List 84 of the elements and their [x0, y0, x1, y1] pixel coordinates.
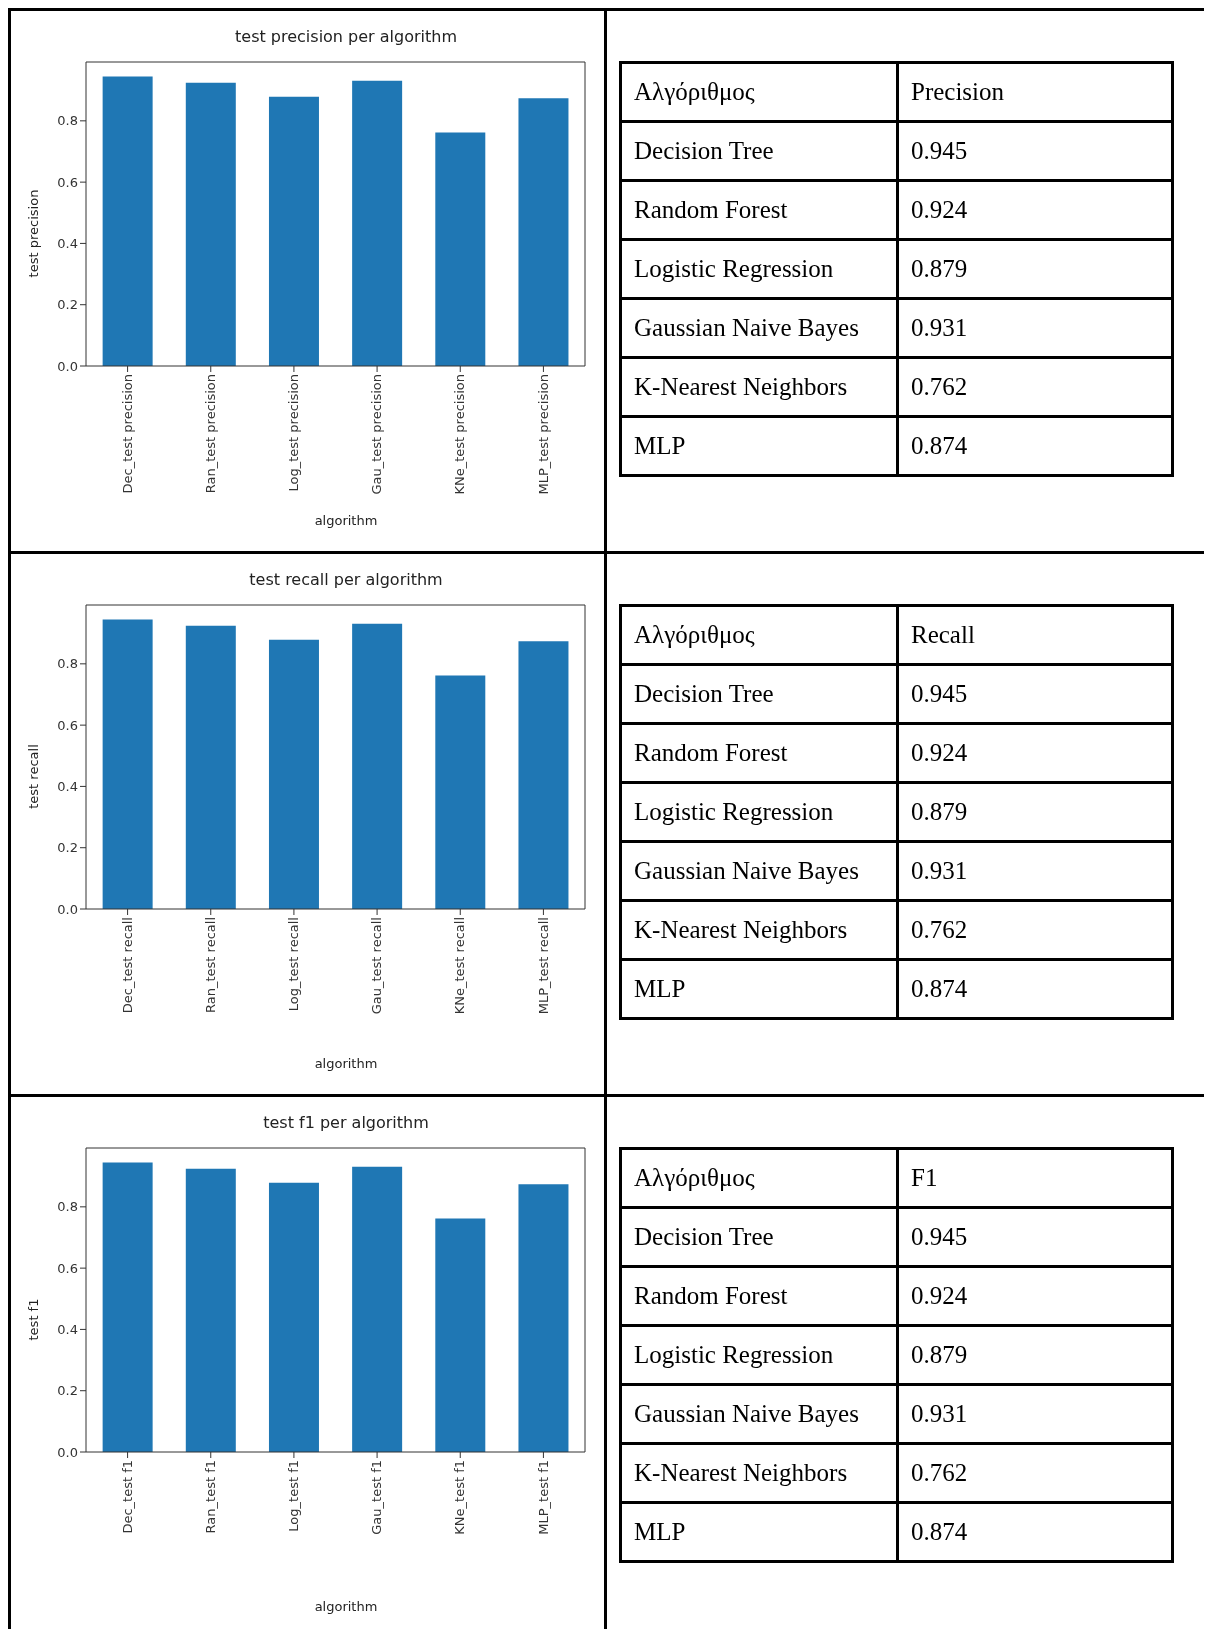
- y-tick-label: 0.2: [57, 297, 78, 313]
- text: Precision: [897, 62, 1173, 122]
- text: 0.874: [897, 416, 1173, 476]
- text: Random Forest: [620, 1266, 898, 1326]
- text: 0.762: [897, 357, 1173, 417]
- text: 0.762: [897, 1443, 1173, 1503]
- text: K-Nearest Neighbors: [620, 357, 898, 417]
- y-tick-label: 0.6: [57, 174, 78, 190]
- text: Gaussian Naive Bayes: [620, 298, 898, 358]
- text: MLP: [620, 959, 898, 1019]
- chart-title: test precision per algorithm: [234, 27, 458, 46]
- x-tick-label: Log_test f1: [286, 1460, 302, 1532]
- x-tick-label: Dec_test f1: [119, 1460, 135, 1534]
- text: K-Nearest Neighbors: [620, 900, 898, 960]
- y-tick-label: 0.4: [57, 236, 78, 252]
- text: 0.924: [897, 180, 1173, 240]
- text: Gaussian Naive Bayes: [620, 1384, 898, 1444]
- y-tick-label: 0.6: [57, 1260, 78, 1276]
- text: 0.874: [897, 959, 1173, 1019]
- text: 0.931: [897, 841, 1173, 901]
- x-axis-title: algorithm: [313, 1056, 379, 1071]
- text: Logistic Regression: [620, 239, 898, 299]
- x-axis-title: algorithm: [313, 1599, 379, 1614]
- y-axis-title: test f1: [25, 1297, 41, 1343]
- text: 0.931: [897, 1384, 1173, 1444]
- text: 0.879: [897, 782, 1173, 842]
- text: Random Forest: [620, 723, 898, 783]
- y-tick-label: 0.0: [57, 358, 78, 374]
- text: Decision Tree: [620, 121, 898, 181]
- x-tick-label: MLP_test precision: [535, 374, 551, 495]
- x-tick-label: Ran_test f1: [202, 1460, 218, 1534]
- chart-title: test f1 per algorithm: [262, 1113, 430, 1132]
- x-tick-label: MLP_test recall: [535, 917, 551, 1015]
- text: 0.879: [897, 239, 1173, 299]
- x-tick-label: KNe_test precision: [452, 374, 468, 495]
- text: 0.945: [897, 121, 1173, 181]
- y-tick-label: 0.6: [57, 717, 78, 733]
- text: 0.762: [897, 900, 1173, 960]
- text: F1: [897, 1148, 1173, 1208]
- x-tick-label: KNe_test recall: [452, 917, 468, 1015]
- text: Αλγόριθμος: [620, 605, 898, 665]
- text: MLP: [620, 1502, 898, 1562]
- text: Recall: [897, 605, 1173, 665]
- x-tick-label: KNe_test f1: [452, 1460, 468, 1535]
- text: Decision Tree: [620, 664, 898, 724]
- x-tick-label: Gau_test recall: [369, 917, 385, 1015]
- chart-title: test recall per algorithm: [248, 570, 444, 589]
- text: 0.879: [897, 1325, 1173, 1385]
- y-tick-label: 0.4: [57, 1322, 78, 1338]
- text: 0.945: [897, 664, 1173, 724]
- x-tick-label: Dec_test precision: [119, 374, 135, 494]
- text: Random Forest: [620, 180, 898, 240]
- x-tick-label: Log_test precision: [286, 374, 302, 492]
- x-tick-label: Gau_test f1: [369, 1460, 385, 1535]
- text: MLP: [620, 416, 898, 476]
- text: 0.924: [897, 1266, 1173, 1326]
- y-tick-label: 0.0: [57, 1444, 78, 1460]
- x-tick-label: MLP_test f1: [535, 1460, 551, 1535]
- y-tick-label: 0.8: [57, 656, 78, 672]
- y-tick-label: 0.8: [57, 1199, 78, 1215]
- x-axis-title: algorithm: [313, 513, 379, 528]
- text: 0.924: [897, 723, 1173, 783]
- x-tick-label: Dec_test recall: [119, 917, 135, 1014]
- text: Logistic Regression: [620, 782, 898, 842]
- y-axis-title: test precision: [25, 188, 41, 280]
- y-tick-label: 0.2: [57, 1383, 78, 1399]
- text: 0.931: [897, 298, 1173, 358]
- text: Logistic Regression: [620, 1325, 898, 1385]
- y-axis-title: test recall: [25, 743, 41, 811]
- text: Decision Tree: [620, 1207, 898, 1267]
- text: 0.874: [897, 1502, 1173, 1562]
- y-tick-label: 0.8: [57, 113, 78, 129]
- x-tick-label: Log_test recall: [286, 917, 302, 1012]
- x-tick-label: Gau_test precision: [369, 374, 385, 495]
- text: Gaussian Naive Bayes: [620, 841, 898, 901]
- y-tick-label: 0.0: [57, 901, 78, 917]
- x-tick-label: Ran_test recall: [202, 917, 218, 1013]
- text: Αλγόριθμος: [620, 1148, 898, 1208]
- y-tick-label: 0.2: [57, 840, 78, 856]
- text: 0.945: [897, 1207, 1173, 1267]
- x-tick-label: Ran_test precision: [202, 374, 218, 494]
- text: Αλγόριθμος: [620, 62, 898, 122]
- text: K-Nearest Neighbors: [620, 1443, 898, 1503]
- y-tick-label: 0.4: [57, 779, 78, 795]
